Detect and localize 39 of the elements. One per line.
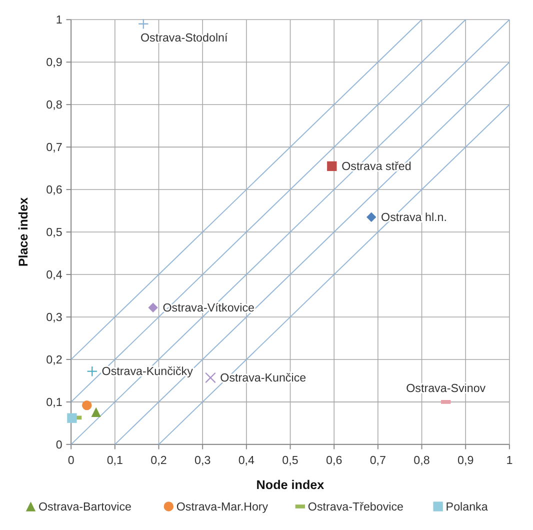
x-tick-label: 0 (68, 454, 75, 467)
x-tick-label: 0,9 (458, 454, 474, 467)
y-tick-label: 0,9 (46, 56, 62, 69)
point (327, 161, 337, 172)
x-tick-label: 0,1 (106, 454, 124, 467)
annotation: Ostrava-Stodolní (140, 31, 228, 44)
x-axis-title: Node index (256, 478, 324, 492)
y-tick-label: 0,4 (46, 268, 63, 282)
legend-label: Polanka (446, 500, 488, 514)
x-tick-label: 1 (506, 454, 513, 467)
x-tick-label: 0,2 (150, 454, 167, 467)
y-tick-label: 0,1 (46, 396, 62, 409)
point (205, 372, 216, 384)
y-tick-label: 0,6 (46, 183, 62, 196)
y-tick-label: 0,7 (46, 140, 62, 154)
x-tick-label: 0,3 (194, 454, 211, 467)
point (138, 18, 149, 30)
point (82, 400, 92, 410)
x-tick-label: 0,6 (326, 454, 342, 467)
annotation: Ostrava-Svinov (406, 382, 486, 396)
point (86, 366, 98, 377)
y-tick-label: 0 (56, 438, 63, 452)
y-axis-title: Place index (16, 197, 30, 267)
y-tick-label: 0,8 (46, 98, 62, 112)
legend-label: Ostrava-Třebovice (308, 500, 404, 514)
legend-label: Ostrava-Bartovice (38, 500, 132, 514)
x-tick-label: 0,8 (414, 454, 430, 467)
point (148, 302, 158, 312)
y-tick-label: 0,2 (46, 353, 62, 366)
point (67, 413, 77, 423)
y-tick-label: 0,5 (46, 226, 62, 239)
y-tick-label: 1 (56, 14, 62, 27)
point (366, 212, 376, 222)
x-tick-label: 0,7 (370, 454, 386, 467)
point (91, 407, 101, 417)
y-tick-label: 0,3 (46, 310, 62, 324)
x-tick-label: 0,5 (282, 454, 298, 467)
x-tick-label: 0,4 (238, 454, 256, 467)
legend-label: Ostrava-Mar.Hory (176, 500, 268, 514)
